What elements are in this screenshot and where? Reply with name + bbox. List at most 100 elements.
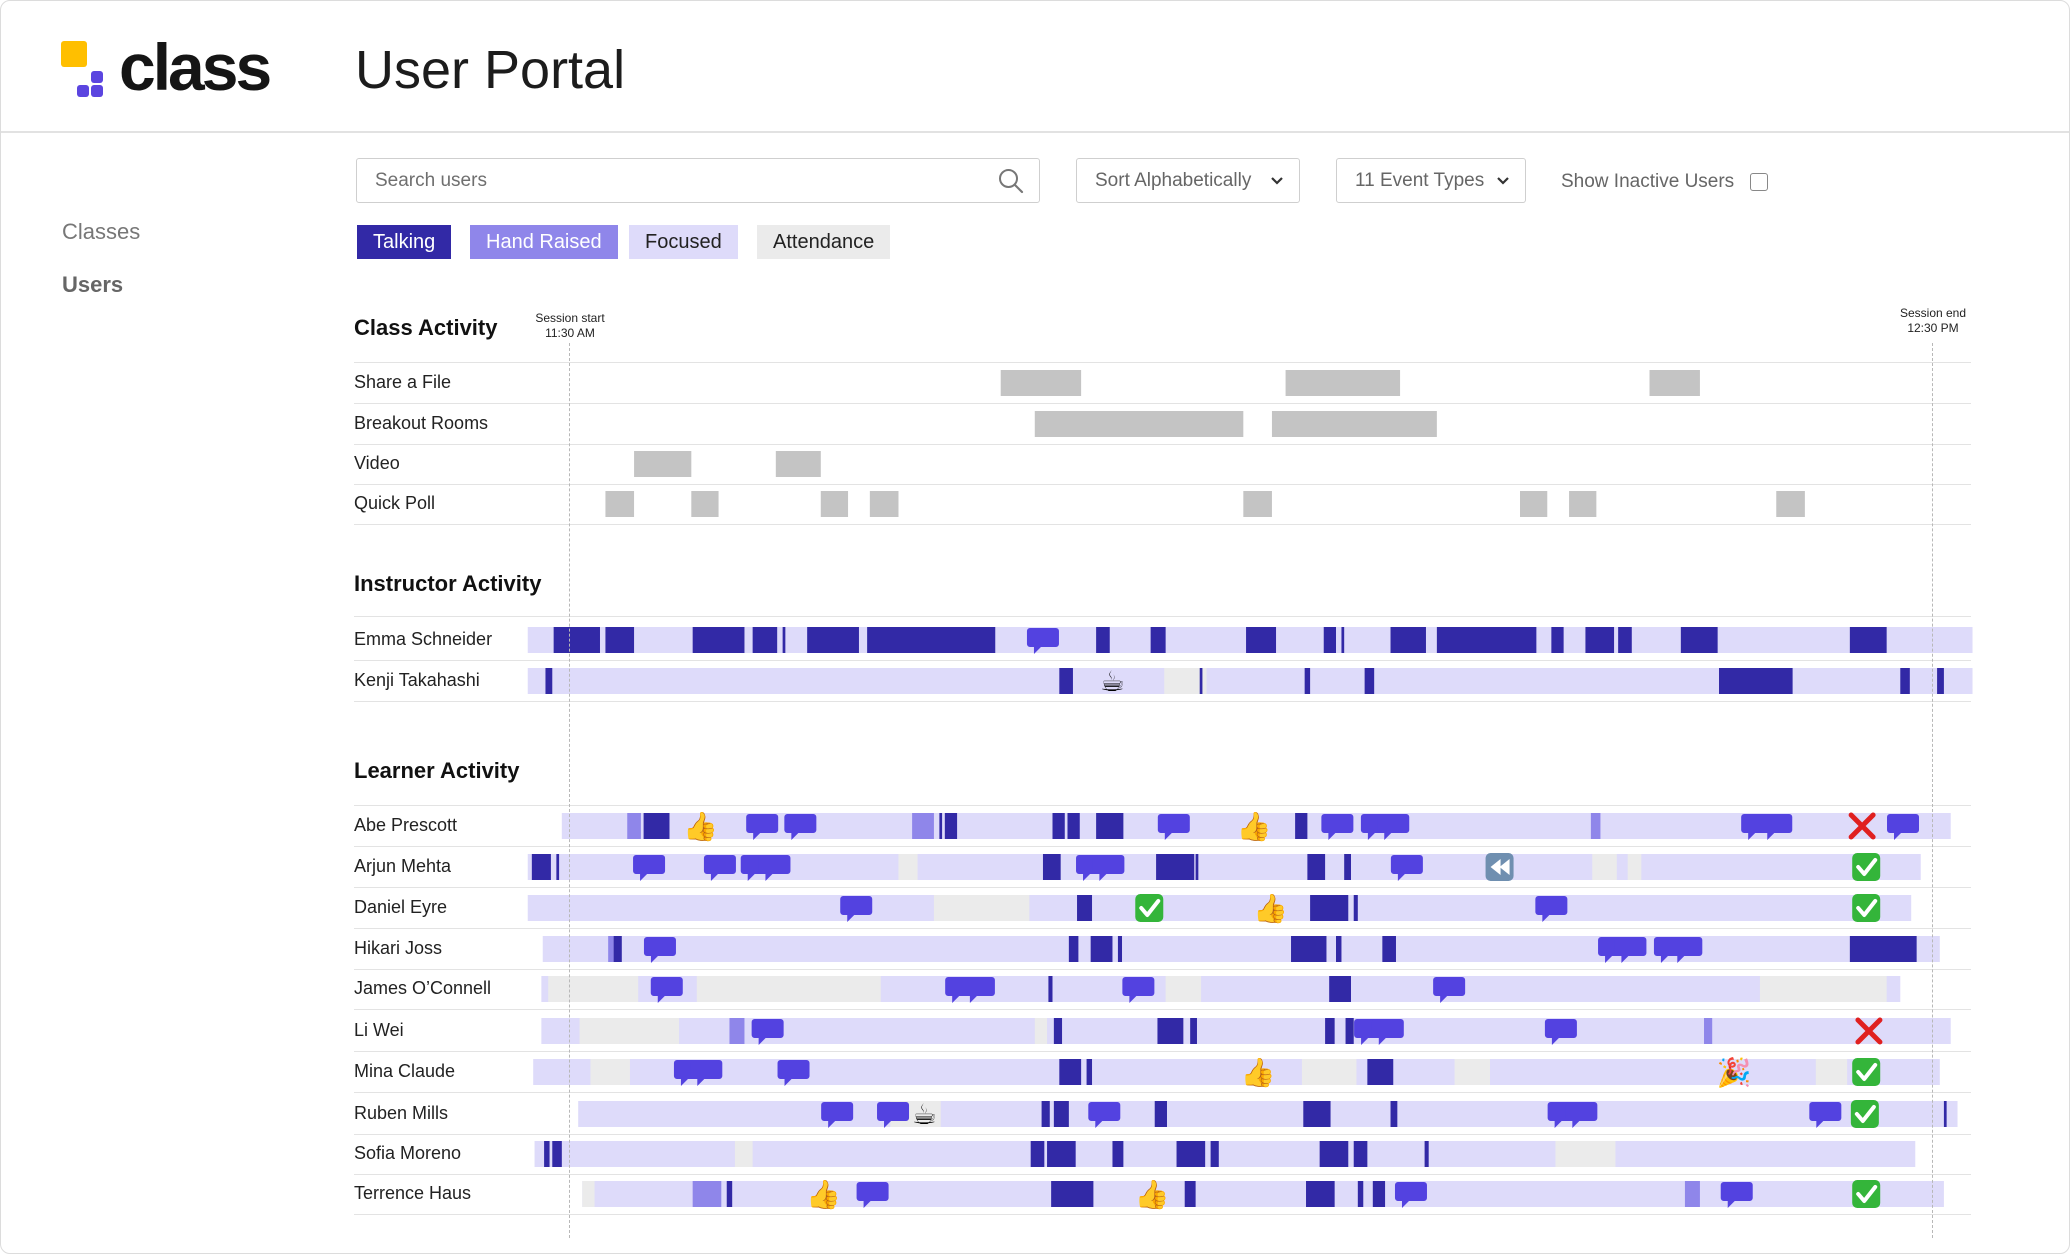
class-row-quick-poll[interactable]: Quick Poll xyxy=(354,493,436,513)
event-block xyxy=(820,491,849,517)
chat-bubble-shape xyxy=(703,855,736,881)
talking-segment xyxy=(1096,627,1110,653)
row-divider xyxy=(354,484,1971,485)
talking-segment xyxy=(1329,976,1351,1002)
hand-raised-segment xyxy=(608,936,614,962)
chat-bubble-icon xyxy=(1377,814,1410,840)
class-row-share-a-file[interactable]: Share a File xyxy=(354,372,452,392)
check-mark xyxy=(1854,1105,1876,1123)
learner-row-james-o-connell[interactable]: James O’Connell xyxy=(354,978,492,998)
chat-bubble-shape xyxy=(1371,1019,1404,1045)
talking-segment xyxy=(1325,1018,1335,1044)
talking-segment xyxy=(556,854,560,880)
hand-raised-segment xyxy=(1704,1018,1713,1044)
chat-bubble-icon xyxy=(1026,628,1059,654)
instructor-row-kenji-takahashi[interactable]: Kenji Takahashi xyxy=(354,670,480,690)
check-icon xyxy=(1852,894,1881,922)
row-divider xyxy=(354,524,1971,525)
thumbs-up-icon: 👍 xyxy=(1241,1056,1276,1089)
sidebar-item-classes[interactable]: Classes xyxy=(62,219,141,244)
attendance-segment xyxy=(548,976,639,1002)
class-logo[interactable]: class xyxy=(61,30,281,104)
chat-bubble-icon xyxy=(1371,1019,1404,1045)
class-row-breakout-rooms[interactable]: Breakout Rooms xyxy=(354,413,489,433)
sidebar-item-users[interactable]: Users xyxy=(62,272,124,297)
learner-row-mina-claude[interactable]: Mina Claude xyxy=(354,1061,456,1081)
attendance-segment xyxy=(1034,1018,1048,1044)
attendance-segment xyxy=(1555,1141,1616,1167)
chat-bubble-icon xyxy=(1565,1102,1598,1128)
thumbs-up-icon: 👍 xyxy=(1135,1178,1170,1211)
legend-chip-attendance[interactable]: Attendance xyxy=(757,225,891,259)
chat-bubble-icon xyxy=(1394,1182,1427,1208)
check-icon xyxy=(1135,894,1164,922)
chat-bubble-shape xyxy=(1122,977,1155,1003)
talking-segment xyxy=(1357,1181,1364,1207)
search-icon[interactable] xyxy=(997,167,1025,195)
talking-segment xyxy=(1382,936,1396,962)
event-block xyxy=(775,451,821,477)
learner-row-daniel-eyre[interactable]: Daniel Eyre xyxy=(354,897,448,917)
logo-wordmark: class xyxy=(119,30,272,104)
talking-segment xyxy=(1310,895,1349,921)
talking-segment xyxy=(643,813,670,839)
legend-chip-hand-raised[interactable]: Hand Raised xyxy=(470,225,618,259)
chat-bubble-shape xyxy=(1565,1102,1598,1128)
learner-row-abe-prescott[interactable]: Abe Prescott xyxy=(354,815,458,835)
check-icon xyxy=(1850,1100,1879,1128)
legend-chip-focused[interactable]: Focused xyxy=(629,225,738,259)
check-mark xyxy=(1139,899,1161,917)
talking-segment xyxy=(1077,895,1093,921)
chat-bubble-shape xyxy=(1157,814,1190,840)
learner-row-ruben-mills[interactable]: Ruben Mills xyxy=(354,1103,449,1123)
session-end-line xyxy=(1932,343,1933,1238)
chevron-down-icon xyxy=(1497,177,1509,185)
section-title-class-activity: Class Activity xyxy=(354,315,498,340)
attendance-segment xyxy=(898,854,918,880)
chat-bubble-shape xyxy=(1321,814,1354,840)
sort-dropdown[interactable]: Sort Alphabetically xyxy=(1076,158,1300,203)
talking-segment xyxy=(545,668,553,694)
talking-segment xyxy=(1336,936,1342,962)
learner-row-hikari-joss[interactable]: Hikari Joss xyxy=(354,938,443,958)
class-row-video[interactable]: Video xyxy=(354,453,400,473)
chat-bubble-shape xyxy=(1760,814,1793,840)
talking-segment xyxy=(1943,1101,1947,1127)
talking-segment xyxy=(552,1141,562,1167)
talking-segment xyxy=(1086,1059,1093,1085)
session-end-label: Session end xyxy=(1899,306,1967,320)
event-block xyxy=(1243,491,1272,517)
row-divider xyxy=(354,1092,1971,1093)
chat-bubble-icon xyxy=(1760,814,1793,840)
talking-segment xyxy=(1372,1181,1386,1207)
talking-segment xyxy=(1364,668,1375,694)
legend-chip-talking[interactable]: Talking xyxy=(357,225,452,259)
search-input[interactable] xyxy=(373,167,977,195)
row-divider xyxy=(354,362,1971,363)
learner-row-sofia-moreno[interactable]: Sofia Moreno xyxy=(354,1143,462,1163)
attendance-segment xyxy=(579,1018,680,1044)
talking-segment xyxy=(1900,668,1910,694)
show-inactive-checkbox[interactable] xyxy=(1750,173,1768,191)
row-divider xyxy=(354,1214,1971,1215)
focused-bar xyxy=(582,1181,1944,1207)
chat-bubble-icon xyxy=(821,1102,854,1128)
row-divider xyxy=(354,660,1971,661)
chat-bubble-shape xyxy=(751,1019,784,1045)
check-icon xyxy=(1852,853,1881,881)
learner-row-li-wei[interactable]: Li Wei xyxy=(354,1020,404,1040)
chat-bubble-icon xyxy=(1720,1182,1753,1208)
sort-dropdown-label: Sort Alphabetically xyxy=(1095,169,1252,191)
learner-row-arjun-mehta[interactable]: Arjun Mehta xyxy=(354,856,452,876)
instructor-row-emma-schneider[interactable]: Emma Schneider xyxy=(354,629,493,649)
attendance-segment xyxy=(696,976,881,1002)
chat-bubble-shape xyxy=(1433,977,1466,1003)
attendance-segment xyxy=(582,1181,595,1207)
talking-segment xyxy=(692,627,745,653)
hand-raised-segment xyxy=(692,1181,722,1207)
learner-row-terrence-haus[interactable]: Terrence Haus xyxy=(354,1183,472,1203)
event-types-dropdown[interactable]: 11 Event Types xyxy=(1336,158,1526,203)
chat-bubble-icon xyxy=(784,814,817,840)
talking-segment xyxy=(1150,627,1166,653)
